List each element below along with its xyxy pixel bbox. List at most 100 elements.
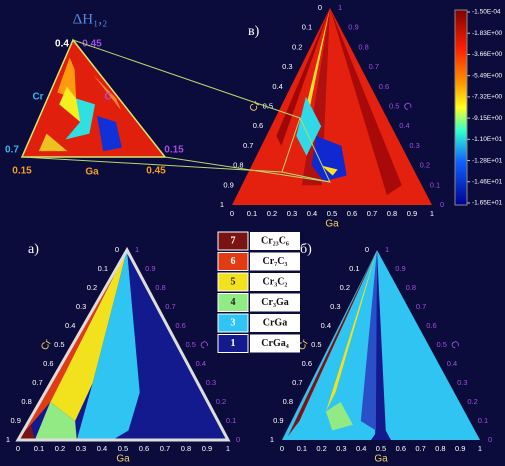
left-tick-label: 0 xyxy=(365,245,369,254)
zoom-line xyxy=(72,39,301,119)
colorbar-tick-label: -1.10E+01 xyxy=(472,136,503,143)
colorbar-tick-label: -1.50E-04 xyxy=(472,9,501,16)
right-tick-label: 0.8 xyxy=(406,283,416,292)
legend-swatch xyxy=(217,293,249,312)
zoom-line xyxy=(164,156,331,183)
colorbar-tick-label: -1.46E+01 xyxy=(472,178,503,185)
bottom-tick-label: 0.5 xyxy=(376,444,386,453)
bottom-tick-label: 0.5 xyxy=(327,209,337,218)
axis-name: Ga xyxy=(374,454,388,465)
right-tick-label: 0.2 xyxy=(216,397,226,406)
legend-swatch xyxy=(217,334,249,353)
bottom-tick-label: 0.2 xyxy=(55,444,65,453)
colorbar-tick-label: -3.66E+00 xyxy=(472,51,503,58)
right-tick-label: 0.7 xyxy=(165,302,175,311)
zoom-region xyxy=(281,116,331,183)
legend-number: 7 xyxy=(231,235,236,246)
inset-label: Ga xyxy=(85,167,99,178)
legend-phase: Cr₂₃C₆ xyxy=(261,235,289,246)
colorbar-tick-label: -9.15E+00 xyxy=(472,115,503,122)
left-tick-label: 0.6 xyxy=(43,359,53,368)
left-tick-label: 0.3 xyxy=(282,62,292,71)
left-tick-label: 0.1 xyxy=(98,264,108,273)
phase-region xyxy=(76,250,140,440)
colorbar-tick-label: -1.83E+00 xyxy=(472,30,503,37)
legend-number: 5 xyxy=(231,276,236,287)
legend-number: 4 xyxy=(231,297,236,308)
region xyxy=(57,57,77,99)
bottom-tick-label: 0.5 xyxy=(118,444,128,453)
legend-cell xyxy=(250,273,300,291)
right-tick-label: 1 xyxy=(135,245,139,254)
bottom-tick-label: 0.2 xyxy=(267,209,277,218)
bottom-tick-label: 0.8 xyxy=(181,444,191,453)
inset-label: 0.45 xyxy=(82,39,102,50)
right-tick-label: 0.8 xyxy=(155,283,165,292)
left-tick-label: 0 xyxy=(318,3,322,12)
phase-region xyxy=(287,250,377,437)
panel-label: б) xyxy=(300,242,312,257)
left-tick-label: 1 xyxy=(270,435,274,444)
colorbar xyxy=(454,9,468,206)
bottom-tick-label: 0.2 xyxy=(316,444,326,453)
phase-region xyxy=(34,402,77,440)
inset-label: C xyxy=(104,92,111,103)
inset-label: 0.45 xyxy=(146,166,166,177)
right-tick-label: 0 xyxy=(236,435,240,444)
left-tick-label: 0.1 xyxy=(302,23,312,32)
bottom-tick-label: 0.6 xyxy=(347,209,357,218)
zoom-lines xyxy=(21,39,331,183)
legend-phase: Cr₃C₂ xyxy=(263,276,288,287)
bottom-tick-label: 0.4 xyxy=(97,444,107,453)
legend-cell xyxy=(250,252,300,271)
bottom-tick-label: 0.4 xyxy=(307,209,317,218)
right-tick-label: 0.5 xyxy=(186,340,196,349)
right-tick-label: 0.1 xyxy=(478,416,488,425)
left-tick-label: 1 xyxy=(6,435,10,444)
legend-swatch xyxy=(217,272,249,292)
bottom-tick-label: 1 xyxy=(430,209,434,218)
inset-label: 0.15 xyxy=(12,166,32,177)
bottom-tick-label: 0.7 xyxy=(367,209,377,218)
left-tick-label: 0.3 xyxy=(330,302,340,311)
region xyxy=(311,136,347,182)
bottom-tick-label: 0 xyxy=(280,444,284,453)
bottom-tick-label: 1 xyxy=(226,444,230,453)
right-tick-label: 0.6 xyxy=(175,321,185,330)
left-tick-label: 0.5 xyxy=(54,340,64,349)
bottom-tick-label: 0.6 xyxy=(139,444,149,453)
left-tick-label: 0 xyxy=(115,245,119,254)
bottom-tick-label: 0.9 xyxy=(455,444,465,453)
legend-swatch xyxy=(217,231,249,251)
inset-title: ΔH₁,₂ xyxy=(73,11,108,27)
axis-name: C xyxy=(448,339,461,351)
bottom-tick-label: 0.4 xyxy=(356,444,366,453)
colorbar-tick-label: -1.28E+01 xyxy=(472,157,503,164)
right-tick-label: 0.3 xyxy=(457,378,467,387)
legend-cell xyxy=(250,334,300,353)
left-tick-label: 0.8 xyxy=(233,161,243,170)
left-tick-label: 0.4 xyxy=(321,321,331,330)
outline xyxy=(20,38,167,158)
region xyxy=(93,75,122,111)
left-tick-label: 0.9 xyxy=(273,416,283,425)
left-tick-label: 0.7 xyxy=(243,141,253,150)
inset-label: 0.7 xyxy=(5,145,19,156)
bottom-tick-label: 0.3 xyxy=(76,444,86,453)
bottom-tick-label: 0.9 xyxy=(202,444,212,453)
right-tick-label: 0.4 xyxy=(399,121,409,130)
left-tick-label: 0.2 xyxy=(87,283,97,292)
inset-label: 0.15 xyxy=(164,145,184,156)
region xyxy=(97,116,122,152)
right-tick-label: 0.8 xyxy=(358,42,368,51)
bottom-tick-label: 0.7 xyxy=(415,444,425,453)
right-tick-label: 0.9 xyxy=(348,23,358,32)
right-tick-label: 0 xyxy=(488,435,492,444)
left-tick-label: 0.1 xyxy=(349,264,359,273)
bottom-tick-label: 0.1 xyxy=(34,444,44,453)
right-tick-label: 0.7 xyxy=(369,62,379,71)
right-tick-label: 0.6 xyxy=(379,82,389,91)
region xyxy=(276,8,330,146)
right-tick-label: 0.4 xyxy=(447,359,457,368)
legend-swatch xyxy=(217,252,249,271)
